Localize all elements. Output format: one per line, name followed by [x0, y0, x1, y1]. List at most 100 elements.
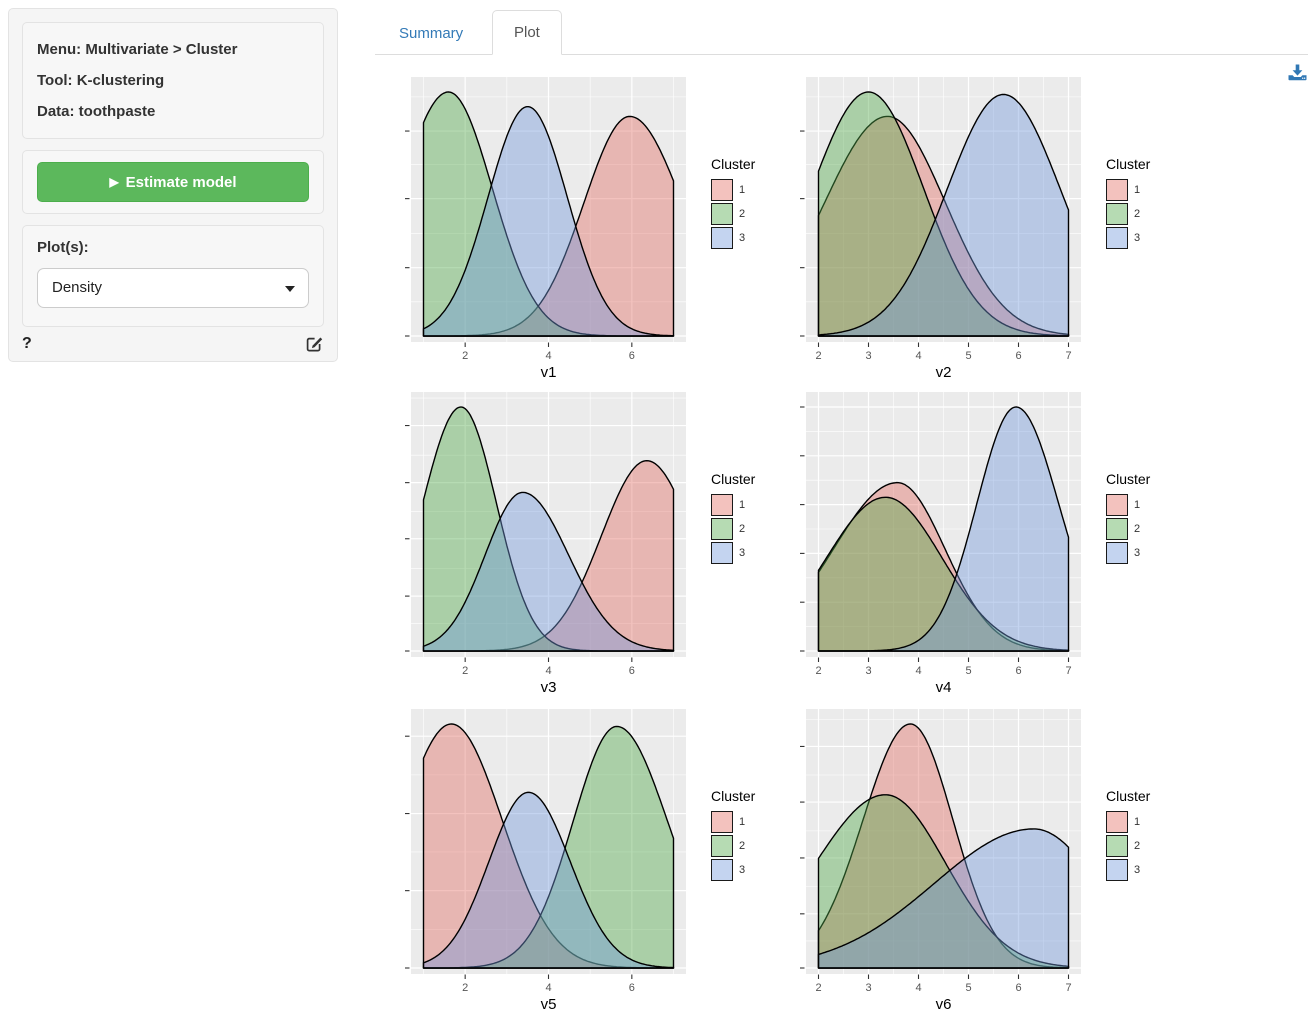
x-tick-label: 6 [629, 982, 635, 994]
x-tick-label: 2 [815, 350, 821, 362]
menu-info: Menu: Multivariate > Cluster [37, 41, 238, 58]
legend-entry-cluster-3: 3 [711, 227, 755, 249]
density-curves [422, 91, 675, 337]
legend-label: 3 [1134, 864, 1141, 876]
x-tick-label: 7 [1065, 982, 1071, 994]
legend-title: Cluster [1106, 788, 1151, 804]
x-tick-label: 6 [629, 350, 635, 362]
density-plot-v3: 2 4 6 v3 [405, 392, 686, 696]
density-curve-cluster-1 [817, 723, 1070, 969]
density-curves [422, 723, 675, 969]
legend-label: 2 [739, 840, 746, 852]
plots-panel: Plot(s): Density [22, 225, 324, 327]
legend-swatch-cluster-2 [711, 518, 733, 540]
legend-swatch-cluster-3 [711, 227, 733, 249]
legend-swatch-cluster-2 [1106, 518, 1128, 540]
x-tick-label: 7 [1065, 665, 1071, 677]
help-button[interactable]: ? [22, 334, 32, 352]
model-info-panel: Menu: Multivariate > Cluster Tool: K-clu… [22, 22, 324, 139]
legend-label: 1 [739, 184, 746, 196]
density-curve-cluster-3 [817, 406, 1070, 652]
density-curve-cluster-1 [817, 481, 1070, 652]
legend-entry-cluster-2: 2 [1106, 203, 1150, 225]
estimate-model-button[interactable]: ▶ Estimate model [37, 162, 309, 202]
legend-entry-cluster-1: 1 [711, 811, 755, 833]
tab-plot[interactable]: Plot [492, 10, 562, 55]
legend-label: 2 [1134, 208, 1141, 220]
x-axis-label: v5 [541, 996, 557, 1013]
download-icon [1288, 64, 1307, 81]
legend-entry-cluster-3: 3 [711, 542, 755, 564]
tool-info: Tool: K-clustering [37, 72, 165, 89]
density-plot-v5: 2 4 6 v5 [405, 709, 686, 1013]
legend-entry-cluster-1: 1 [1106, 811, 1150, 833]
estimate-model-label: Estimate model [125, 173, 237, 191]
density-curve-cluster-2 [817, 496, 1070, 652]
legend-label: 1 [739, 499, 746, 511]
density-curve-cluster-3 [422, 106, 675, 337]
x-tick-label: 4 [545, 665, 551, 677]
legend-swatch-cluster-1 [1106, 179, 1128, 201]
legend-swatch-cluster-2 [1106, 835, 1128, 857]
chevron-down-icon [285, 286, 295, 292]
legend-label: 1 [1134, 499, 1141, 511]
legend-entry-cluster-2: 2 [1106, 835, 1150, 857]
density-curves [817, 406, 1070, 652]
density-curve-cluster-3 [817, 828, 1070, 969]
plots-label: Plot(s): [37, 239, 89, 256]
x-tick-label: 4 [915, 982, 921, 994]
legend-title: Cluster [711, 471, 756, 487]
density-plot-v1: 2 4 6 v1 [405, 77, 686, 381]
x-axis-label: v2 [936, 364, 952, 381]
cluster-legend: Cluster 1 2 3 [711, 471, 755, 566]
legend-entry-cluster-2: 2 [711, 518, 755, 540]
legend-label: 2 [1134, 840, 1141, 852]
plot-type-select[interactable]: Density [37, 268, 309, 308]
density-curve-cluster-1 [817, 115, 1070, 337]
legend-label: 2 [739, 523, 746, 535]
density-figure-v3: 2 4 6 v3 Cluster 1 2 3 [402, 385, 755, 697]
x-axis-label: v1 [541, 364, 557, 381]
legend-swatch-cluster-3 [1106, 227, 1128, 249]
density-curves [817, 91, 1070, 337]
legend-title: Cluster [1106, 156, 1151, 172]
legend-entry-cluster-1: 1 [1106, 494, 1150, 516]
cluster-legend: Cluster 1 2 3 [711, 156, 755, 251]
legend-swatch-cluster-3 [1106, 542, 1128, 564]
x-tick-label: 3 [865, 350, 871, 362]
x-tick-label: 4 [545, 982, 551, 994]
edit-report-icon[interactable] [305, 334, 324, 353]
x-tick-label: 2 [815, 982, 821, 994]
density-figure-v2: 2 3 4 5 6 7 v2 Cluster 1 2 3 [797, 70, 1150, 382]
x-tick-label: 3 [865, 982, 871, 994]
x-tick-label: 2 [462, 982, 468, 994]
density-curve-cluster-3 [817, 93, 1070, 337]
data-info: Data: toothpaste [37, 103, 156, 120]
download-plot-button[interactable] [1288, 64, 1307, 81]
legend-swatch-cluster-2 [1106, 203, 1128, 225]
x-tick-label: 4 [545, 350, 551, 362]
tab-summary[interactable]: Summary [399, 25, 464, 42]
density-figure-v1: 2 4 6 v1 Cluster 1 2 3 [402, 70, 755, 382]
legend-entry-cluster-2: 2 [1106, 518, 1150, 540]
legend-entry-cluster-1: 1 [1106, 179, 1150, 201]
legend-entry-cluster-3: 3 [1106, 542, 1150, 564]
cluster-legend: Cluster 1 2 3 [711, 788, 755, 883]
cluster-legend: Cluster 1 2 3 [1106, 156, 1150, 251]
legend-title: Cluster [711, 156, 756, 172]
x-axis-label: v3 [541, 679, 557, 696]
legend-swatch-cluster-1 [711, 179, 733, 201]
legend-label: 3 [739, 864, 746, 876]
legend-title: Cluster [711, 788, 756, 804]
density-curve-cluster-2 [817, 91, 1070, 337]
x-tick-label: 2 [462, 665, 468, 677]
sidebar-footer: ? [22, 334, 324, 353]
density-curve-cluster-3 [422, 791, 675, 969]
legend-swatch-cluster-1 [1106, 811, 1128, 833]
density-curves [817, 723, 1070, 969]
legend-entry-cluster-2: 2 [711, 835, 755, 857]
play-icon: ▶ [109, 174, 119, 189]
x-tick-label: 2 [815, 665, 821, 677]
density-plot-v4: 2 3 4 5 6 7 v4 [800, 392, 1081, 696]
x-tick-label: 6 [1015, 350, 1021, 362]
